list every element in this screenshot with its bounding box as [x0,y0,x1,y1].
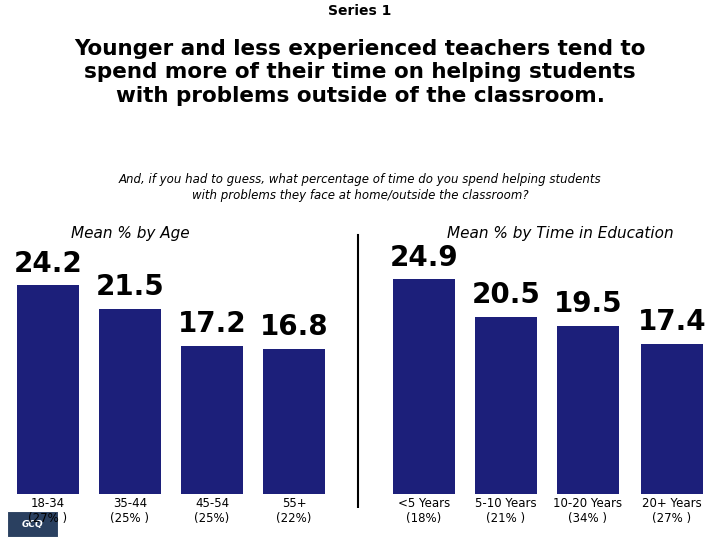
Text: 10-20 Years
(34% ): 10-20 Years (34% ) [554,497,623,525]
Text: And, if you had to guess, what percentage of time do you spend helping students
: And, if you had to guess, what percentag… [119,173,601,202]
Bar [641,344,703,494]
Bar [393,279,455,494]
Text: <5 Years
(18%): <5 Years (18%) [398,497,450,525]
Text: Mean % by Age: Mean % by Age [71,226,189,241]
Text: 16.8: 16.8 [260,313,328,341]
Bar [99,308,161,494]
Text: National Teacher Survey – MAY 2015: National Teacher Survey – MAY 2015 [83,517,354,530]
Bar [475,317,537,494]
Text: 17.2: 17.2 [178,310,246,338]
Bar [263,349,325,494]
Text: GCQ: GCQ [22,519,43,529]
Text: 18-34
(27% ): 18-34 (27% ) [28,497,68,525]
Bar [557,326,619,494]
Bar [17,285,79,494]
Text: 55+
(22%): 55+ (22%) [276,497,312,525]
Text: Mean % by Time in Education: Mean % by Time in Education [446,226,673,241]
Text: 24.2: 24.2 [14,249,82,278]
Text: 24.9: 24.9 [390,244,459,272]
FancyBboxPatch shape [7,510,58,537]
Text: 21.5: 21.5 [96,273,164,301]
Text: 45-54
(25%): 45-54 (25%) [194,497,230,525]
Text: 20+ Years
(27% ): 20+ Years (27% ) [642,497,702,525]
Text: 35-44
(25% ): 35-44 (25% ) [110,497,150,525]
Text: Series 1: Series 1 [328,4,392,18]
Text: 16: 16 [675,515,698,533]
Text: 20.5: 20.5 [472,281,541,309]
Text: 5-10 Years
(21% ): 5-10 Years (21% ) [475,497,537,525]
Text: 19.5: 19.5 [554,290,622,318]
Text: Younger and less experienced teachers tend to
spend more of their time on helpin: Younger and less experienced teachers te… [74,39,646,106]
Text: 17.4: 17.4 [638,308,706,336]
Bar [181,346,243,494]
